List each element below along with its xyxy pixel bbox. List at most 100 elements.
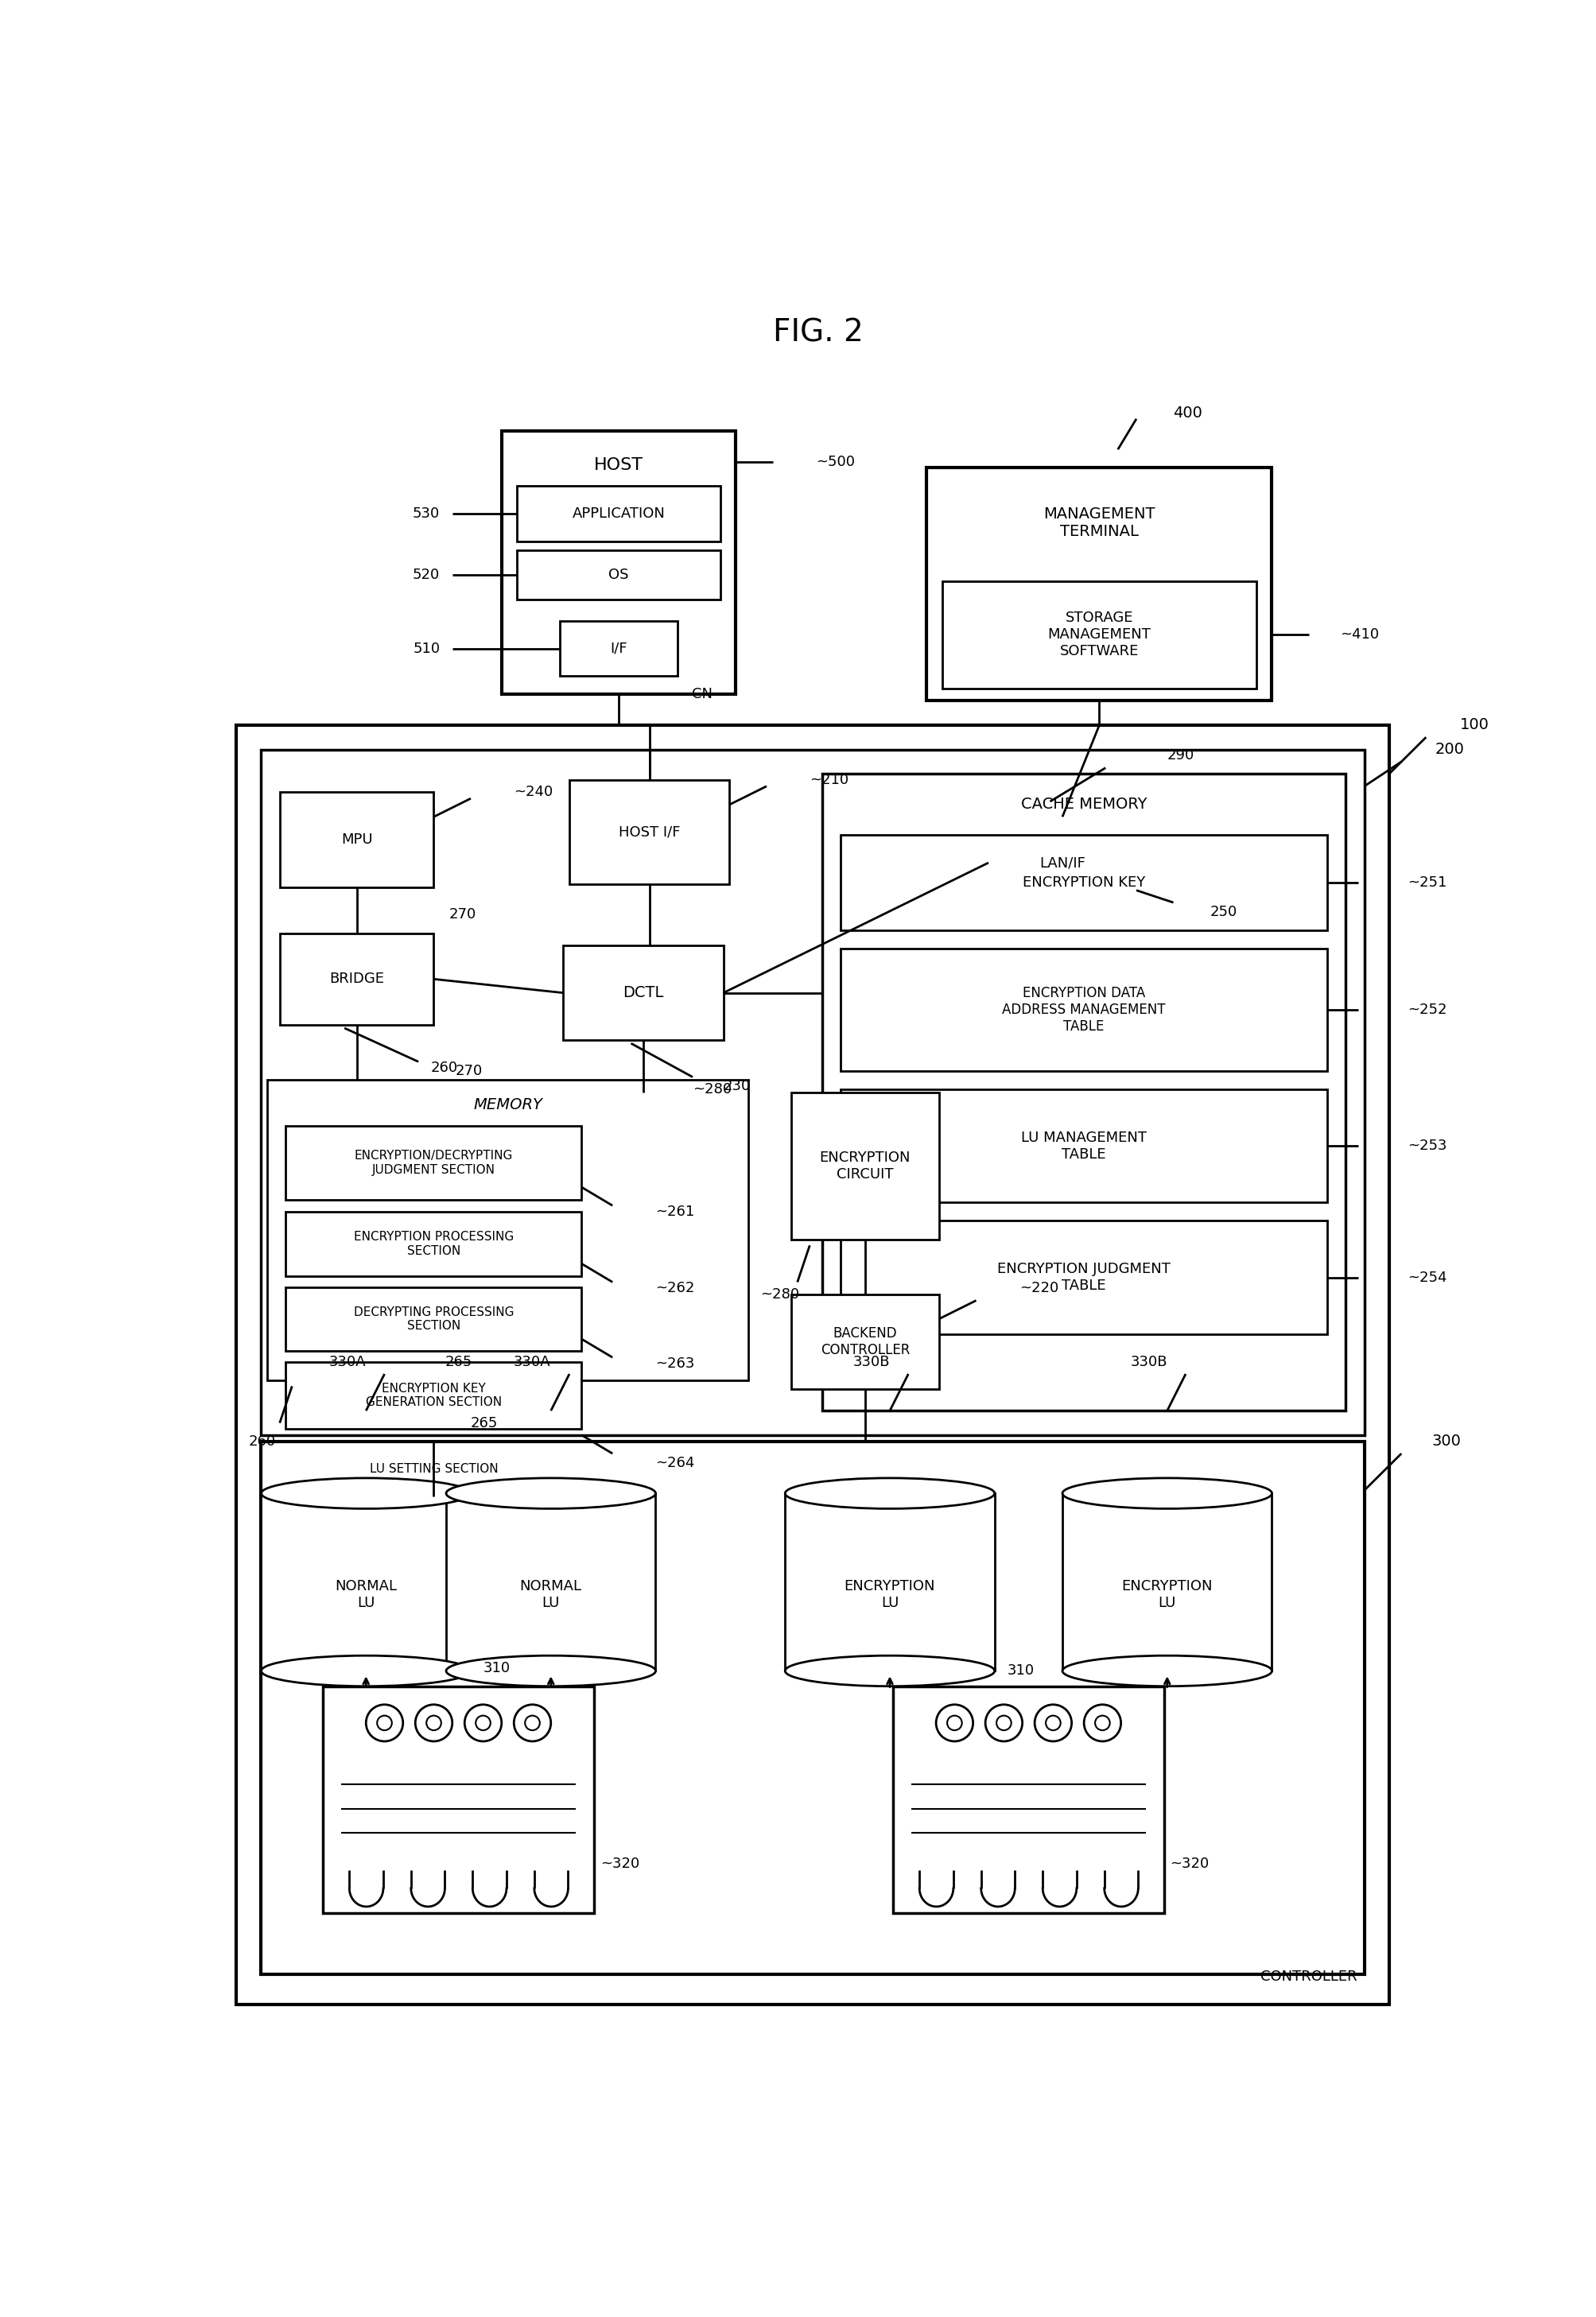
- Text: ~263: ~263: [656, 1355, 694, 1372]
- Text: 200: 200: [1435, 741, 1464, 758]
- Ellipse shape: [785, 1657, 994, 1687]
- Text: LU MANAGEMENT
TABLE: LU MANAGEMENT TABLE: [1021, 1131, 1146, 1161]
- Text: 330A: 330A: [329, 1355, 365, 1369]
- Bar: [286, 1441, 581, 1497]
- Text: 310: 310: [484, 1661, 511, 1675]
- Text: MPU: MPU: [342, 832, 372, 848]
- Text: BACKEND
CONTROLLER: BACKEND CONTROLLER: [820, 1325, 910, 1358]
- Text: 310: 310: [1007, 1664, 1034, 1678]
- Text: LAN/IF: LAN/IF: [1039, 855, 1085, 869]
- Bar: [570, 781, 729, 885]
- Bar: [563, 945, 723, 1040]
- Text: ~410: ~410: [1339, 628, 1377, 642]
- Text: ~CN: ~CN: [680, 688, 712, 702]
- Text: 230: 230: [723, 1080, 750, 1094]
- Bar: [988, 818, 1136, 908]
- Text: ~251: ~251: [1406, 876, 1446, 890]
- Circle shape: [946, 1715, 961, 1731]
- Text: 300: 300: [1432, 1434, 1460, 1448]
- Text: 330B: 330B: [1130, 1355, 1167, 1369]
- Text: 265: 265: [445, 1355, 472, 1369]
- Text: ~264: ~264: [656, 1455, 694, 1469]
- Bar: [905, 1759, 1151, 1870]
- Text: ENCRYPTION KEY: ENCRYPTION KEY: [1021, 876, 1144, 890]
- Ellipse shape: [262, 1478, 471, 1508]
- Bar: [236, 725, 1389, 2004]
- Circle shape: [1034, 1705, 1071, 1742]
- Text: ~240: ~240: [514, 785, 552, 799]
- Text: BRIDGE: BRIDGE: [329, 971, 385, 987]
- Text: DECRYPTING PROCESSING
SECTION: DECRYPTING PROCESSING SECTION: [353, 1307, 514, 1332]
- Bar: [262, 1494, 471, 1671]
- Text: 400: 400: [1173, 405, 1202, 419]
- Circle shape: [996, 1715, 1010, 1731]
- Text: ~320: ~320: [600, 1856, 638, 1870]
- Bar: [839, 948, 1326, 1070]
- Text: 530: 530: [412, 507, 440, 521]
- Ellipse shape: [445, 1657, 656, 1687]
- Text: ~252: ~252: [1406, 1003, 1446, 1017]
- Text: CONTROLLER: CONTROLLER: [1259, 1969, 1357, 1983]
- Text: ~210: ~210: [809, 774, 849, 788]
- Bar: [322, 1687, 594, 1914]
- Bar: [942, 582, 1256, 688]
- Text: ~220: ~220: [1018, 1281, 1058, 1295]
- Bar: [445, 1494, 656, 1671]
- Ellipse shape: [1061, 1657, 1272, 1687]
- Bar: [839, 1089, 1326, 1203]
- Bar: [279, 934, 434, 1024]
- Circle shape: [1045, 1715, 1060, 1731]
- Bar: [926, 468, 1272, 700]
- Bar: [517, 487, 720, 542]
- Bar: [1061, 1494, 1272, 1671]
- Text: ENCRYPTION
CIRCUIT: ENCRYPTION CIRCUIT: [819, 1149, 910, 1182]
- Text: CACHE MEMORY: CACHE MEMORY: [1020, 797, 1146, 813]
- Circle shape: [464, 1705, 501, 1742]
- Bar: [286, 1212, 581, 1277]
- Circle shape: [935, 1705, 972, 1742]
- Text: 100: 100: [1459, 718, 1489, 732]
- Text: MANAGEMENT
TERMINAL: MANAGEMENT TERMINAL: [1044, 507, 1154, 540]
- Bar: [785, 1494, 994, 1671]
- Text: ~280: ~280: [760, 1288, 800, 1302]
- Circle shape: [415, 1705, 452, 1742]
- Circle shape: [377, 1715, 391, 1731]
- Text: 330A: 330A: [514, 1355, 551, 1369]
- Text: ~254: ~254: [1406, 1270, 1446, 1284]
- Text: ENCRYPTION PROCESSING
SECTION: ENCRYPTION PROCESSING SECTION: [354, 1230, 514, 1256]
- Text: 260: 260: [249, 1434, 276, 1448]
- Text: 260: 260: [431, 1061, 458, 1075]
- Text: FIG. 2: FIG. 2: [772, 317, 863, 348]
- Bar: [501, 431, 736, 695]
- Bar: [286, 1126, 581, 1200]
- Ellipse shape: [1061, 1478, 1272, 1508]
- Ellipse shape: [785, 1478, 994, 1508]
- Text: ENCRYPTION/DECRYPTING
JUDGMENT SECTION: ENCRYPTION/DECRYPTING JUDGMENT SECTION: [354, 1149, 512, 1175]
- Text: ~253: ~253: [1406, 1138, 1446, 1154]
- Text: DCTL: DCTL: [622, 985, 664, 1001]
- Bar: [792, 1091, 938, 1240]
- Text: I/F: I/F: [610, 642, 627, 656]
- Circle shape: [1084, 1705, 1120, 1742]
- Text: 520: 520: [412, 568, 440, 582]
- Bar: [335, 1759, 581, 1870]
- Text: 250: 250: [1210, 904, 1237, 920]
- Circle shape: [525, 1715, 539, 1731]
- Ellipse shape: [262, 1657, 471, 1687]
- Text: ENCRYPTION
LU: ENCRYPTION LU: [844, 1578, 935, 1610]
- Circle shape: [1095, 1715, 1109, 1731]
- Text: ENCRYPTION DATA
ADDRESS MANAGEMENT
TABLE: ENCRYPTION DATA ADDRESS MANAGEMENT TABLE: [1002, 987, 1165, 1033]
- Text: ENCRYPTION
LU: ENCRYPTION LU: [1120, 1578, 1211, 1610]
- Bar: [267, 1080, 749, 1381]
- Text: NORMAL
LU: NORMAL LU: [335, 1578, 397, 1610]
- Text: MEMORY: MEMORY: [472, 1096, 543, 1112]
- Text: ~261: ~261: [656, 1205, 694, 1219]
- Text: 510: 510: [413, 642, 440, 656]
- Text: ENCRYPTION KEY
GENERATION SECTION: ENCRYPTION KEY GENERATION SECTION: [365, 1383, 501, 1409]
- Bar: [822, 774, 1345, 1411]
- Text: ~500: ~500: [816, 454, 854, 468]
- Circle shape: [426, 1715, 440, 1731]
- Bar: [286, 1286, 581, 1351]
- Text: STORAGE
MANAGEMENT
SOFTWARE: STORAGE MANAGEMENT SOFTWARE: [1047, 612, 1151, 658]
- Bar: [792, 1295, 938, 1390]
